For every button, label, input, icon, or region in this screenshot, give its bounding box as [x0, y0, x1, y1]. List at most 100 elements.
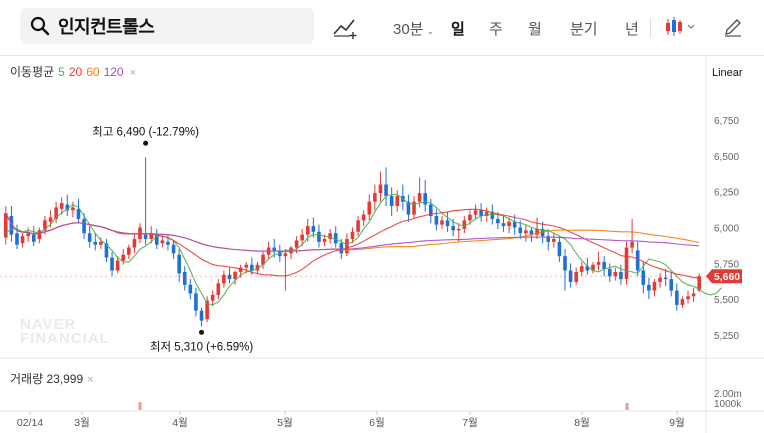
- ma120-label: 120: [103, 65, 124, 79]
- candle-body: [373, 193, 377, 202]
- candle-body: [205, 300, 209, 320]
- stock-search-box[interactable]: 인지컨트롤스: [20, 8, 314, 44]
- interval-selector[interactable]: 30분 ⌄: [393, 18, 434, 39]
- candle-body: [261, 254, 265, 265]
- ma-legend: 이동평균 5 20 60 120 ×: [10, 63, 140, 80]
- close-icon[interactable]: ×: [129, 67, 137, 79]
- candle-body: [468, 214, 472, 221]
- naver-financial-watermark: NAVER FINANCIAL: [20, 316, 110, 347]
- candle-body: [675, 290, 679, 305]
- top-toolbar: 인지컨트롤스 30분 ⌄ 일 주 월 분기 년: [0, 0, 764, 54]
- candle-body: [663, 277, 668, 280]
- candle-body: [255, 264, 260, 271]
- candle-body: [121, 254, 126, 261]
- ma5-label: 5: [58, 65, 65, 79]
- x-tick-label: 02/14: [17, 417, 43, 429]
- candle-body: [171, 244, 176, 254]
- candle-body: [361, 214, 366, 221]
- candle-body: [250, 264, 254, 271]
- watermark-line-2: FINANCIAL: [20, 330, 110, 347]
- candle-body: [87, 233, 92, 242]
- candle-body: [149, 233, 153, 239]
- candle-body: [496, 218, 500, 224]
- candle-body: [339, 243, 344, 254]
- candle-body: [356, 220, 360, 232]
- x-tick-label: 4월: [172, 417, 188, 429]
- candle-body: [552, 238, 556, 242]
- candle-body: [311, 226, 316, 232]
- candle-body: [182, 271, 187, 285]
- close-icon[interactable]: ×: [87, 374, 94, 386]
- candle-body: [579, 266, 584, 272]
- candle-body: [546, 236, 551, 242]
- toolbar-border: [0, 55, 764, 56]
- candle-body: [406, 201, 411, 215]
- candle-body: [428, 204, 433, 217]
- add-indicator-icon[interactable]: [332, 14, 358, 40]
- tab-week[interactable]: 주: [489, 21, 503, 38]
- stock-name: 인지컨트롤스: [58, 17, 155, 37]
- candle-body: [127, 247, 131, 255]
- candle-body: [585, 266, 590, 271]
- candle-body: [15, 233, 19, 245]
- candle-body: [177, 254, 181, 274]
- candle-body: [65, 204, 70, 211]
- candle-body: [54, 207, 58, 219]
- candle-body: [238, 267, 243, 272]
- candle-body: [20, 236, 25, 244]
- candle-body: [76, 208, 81, 219]
- chevron-down-icon: ⌄: [426, 26, 435, 36]
- candle-body: [294, 240, 299, 248]
- candle-body: [691, 293, 696, 297]
- tab-year[interactable]: 년: [625, 21, 639, 38]
- ma120-line: [5, 212, 700, 252]
- tab-day[interactable]: 일: [451, 21, 465, 38]
- pen-icon[interactable]: [722, 16, 744, 38]
- candle-body: [434, 216, 439, 225]
- candle-body: [43, 220, 47, 231]
- candle-body: [283, 253, 288, 257]
- volume-tick-label: 1000k: [714, 399, 742, 410]
- ma20-label: 20: [68, 65, 83, 79]
- toolbar-divider: [650, 18, 651, 38]
- candle-body: [216, 283, 221, 295]
- tab-month[interactable]: 월: [528, 21, 542, 38]
- scale-selector[interactable]: Linear: [712, 67, 743, 79]
- x-tick-label: 5월: [277, 417, 293, 429]
- interval-label: 30분: [393, 21, 424, 38]
- candle-body: [9, 216, 14, 235]
- candle-body: [484, 211, 489, 217]
- low-marker: [199, 329, 205, 335]
- candle-body: [3, 213, 8, 238]
- candle-body: [507, 221, 511, 227]
- x-tick-label: 3월: [74, 417, 90, 429]
- candle-body: [333, 233, 338, 244]
- candle-body: [613, 271, 618, 277]
- candle-body: [658, 277, 662, 282]
- candle-body: [160, 240, 165, 244]
- high-annotation: 최고 6,490 (-12.79%): [92, 125, 199, 138]
- candle-body: [557, 241, 562, 257]
- candle-body: [462, 220, 467, 229]
- candle-body: [367, 201, 372, 215]
- candle-body: [31, 234, 36, 242]
- candle-body: [99, 241, 103, 245]
- candle-body: [697, 276, 702, 291]
- ma60-label: 60: [86, 65, 100, 79]
- candle-chart-type-icon[interactable]: [664, 14, 698, 40]
- candle-body: [451, 226, 455, 231]
- candle-body: [647, 284, 651, 291]
- watermark-line-1: NAVER: [20, 316, 77, 333]
- candle-body: [154, 234, 159, 245]
- low-annotation: 최저 5,310 (+6.59%): [150, 340, 253, 353]
- candle-body: [48, 217, 53, 222]
- candle-body: [166, 241, 170, 245]
- ma-legend-label: 이동평균: [10, 65, 55, 79]
- candle-body: [456, 228, 461, 231]
- candle-body: [669, 279, 674, 291]
- candle-body: [501, 223, 506, 227]
- ma5-line: [5, 193, 722, 306]
- candle-body: [93, 241, 98, 245]
- tab-quarter[interactable]: 분기: [570, 21, 598, 38]
